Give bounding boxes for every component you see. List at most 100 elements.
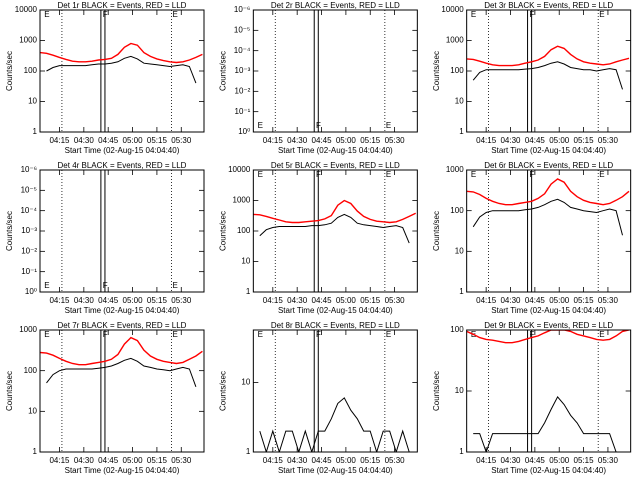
x-tick-label: 05:15 xyxy=(360,456,381,465)
x-tick-label: 05:30 xyxy=(598,456,619,465)
y-tick-label: 10⁰ xyxy=(25,287,37,296)
y-tick-label: 1000 xyxy=(233,196,251,205)
series-line xyxy=(472,61,623,90)
x-tick-label: 05:30 xyxy=(385,296,406,305)
event-marker: E xyxy=(471,170,476,179)
y-tick-label: 10000 xyxy=(15,5,38,14)
y-tick-label: 10 xyxy=(455,97,464,106)
x-tick-label: 04:15 xyxy=(49,296,70,305)
x-tick-label: 05:30 xyxy=(171,136,192,145)
y-tick-label: 10⁰ xyxy=(238,127,250,136)
plot-frame xyxy=(466,9,632,133)
x-tick-label: 05:30 xyxy=(598,136,619,145)
y-tick-label: 10⁻⁶ xyxy=(234,5,250,14)
y-tick-label: 10⁻¹ xyxy=(235,107,251,116)
x-tick-label: 05:00 xyxy=(336,136,357,145)
panel-title: Det 4r BLACK = Events, RED = LLD xyxy=(58,161,187,170)
series-line xyxy=(472,198,623,236)
panel-title: Det 6r BLACK = Events, RED = LLD xyxy=(484,161,613,170)
x-tick-label: 05:00 xyxy=(549,456,570,465)
panel: Det 4r BLACK = Events, RED = LLD Start Ti… xyxy=(5,161,205,315)
y-tick-label: 10⁻⁶ xyxy=(21,165,37,174)
event-marker: E xyxy=(599,330,604,339)
panel-title: Det 3r BLACK = Events, RED = LLD xyxy=(484,1,613,10)
y-tick-label: 100 xyxy=(450,325,464,334)
y-tick-label: 100 xyxy=(24,366,38,375)
event-marker: F xyxy=(529,10,534,19)
y-tick-label: 100 xyxy=(237,226,251,235)
event-marker: E xyxy=(173,330,178,339)
plot-frame xyxy=(39,329,205,453)
y-tick-label: 10 xyxy=(28,97,37,106)
y-tick-label: 1000 xyxy=(446,165,464,174)
x-tick-label: 04:15 xyxy=(263,296,284,305)
series-line xyxy=(46,55,197,84)
x-axis-label: Start Time (02-Aug-15 04:04:40) xyxy=(278,306,393,315)
event-marker: E xyxy=(386,170,391,179)
event-marker: E xyxy=(173,281,178,290)
plot-frame xyxy=(39,169,205,293)
series-line xyxy=(466,45,630,67)
x-tick-label: 05:00 xyxy=(336,296,357,305)
event-marker: E xyxy=(44,10,49,19)
panel: Det 7r BLACK = Events, RED = LLD Start Ti… xyxy=(5,321,205,475)
x-tick-label: 04:15 xyxy=(263,136,284,145)
x-axis-label: Start Time (02-Aug-15 04:04:40) xyxy=(491,146,606,155)
x-tick-label: 04:15 xyxy=(476,136,497,145)
x-axis-label: Start Time (02-Aug-15 04:04:40) xyxy=(65,306,180,315)
series-line xyxy=(40,42,203,64)
panel: Det 3r BLACK = Events, RED = LLD Start Ti… xyxy=(432,1,632,155)
plot-frame xyxy=(252,329,418,453)
x-tick-label: 05:15 xyxy=(360,296,381,305)
event-marker: F xyxy=(316,121,321,130)
x-tick-label: 04:15 xyxy=(263,456,284,465)
y-axis-label: Counts/sec xyxy=(432,51,441,91)
x-axis-label: Start Time (02-Aug-15 04:04:40) xyxy=(65,466,180,475)
x-tick-label: 04:30 xyxy=(287,456,308,465)
panel: Det 1r BLACK = Events, RED = LLD Start Ti… xyxy=(5,1,205,155)
y-axis-label: Counts/sec xyxy=(5,211,14,251)
y-tick-label: 10⁻³ xyxy=(21,226,37,235)
series-line xyxy=(46,357,197,387)
event-marker: E xyxy=(258,121,263,130)
series-line xyxy=(473,396,623,452)
y-tick-label: 10⁻⁵ xyxy=(234,25,250,34)
y-axis-label: Counts/sec xyxy=(218,371,227,411)
plot-frame xyxy=(466,169,632,293)
x-tick-label: 04:30 xyxy=(287,296,308,305)
y-tick-label: 10 xyxy=(455,386,464,395)
plot-frame xyxy=(252,9,418,133)
y-tick-label: 100 xyxy=(450,206,464,215)
panel-title: Det 2r BLACK = Events, RED = LLD xyxy=(271,1,400,10)
y-tick-label: 1000 xyxy=(19,36,37,45)
x-tick-label: 04:30 xyxy=(74,136,95,145)
x-tick-label: 05:30 xyxy=(171,456,192,465)
x-tick-label: 04:15 xyxy=(49,136,70,145)
event-marker: E xyxy=(471,10,476,19)
x-tick-label: 04:45 xyxy=(98,296,119,305)
event-marker: E xyxy=(386,121,391,130)
y-tick-label: 100 xyxy=(24,66,38,75)
y-tick-label: 10⁻⁴ xyxy=(234,46,251,55)
x-tick-label: 05:30 xyxy=(598,296,619,305)
x-tick-label: 04:15 xyxy=(49,456,70,465)
panel-title: Det 9r BLACK = Events, RED = LLD xyxy=(484,321,613,330)
x-axis-label: Start Time (02-Aug-15 04:04:40) xyxy=(278,466,393,475)
x-tick-label: 05:15 xyxy=(574,296,595,305)
event-marker: F xyxy=(103,10,108,19)
x-tick-label: 04:45 xyxy=(312,456,333,465)
x-tick-label: 04:45 xyxy=(98,136,119,145)
event-marker: F xyxy=(103,281,108,290)
y-tick-label: 10⁻³ xyxy=(235,66,251,75)
event-marker: F xyxy=(529,170,534,179)
series-line xyxy=(259,213,410,244)
x-tick-label: 04:30 xyxy=(500,456,521,465)
x-tick-label: 05:00 xyxy=(549,136,570,145)
panel-title: Det 8r BLACK = Events, RED = LLD xyxy=(271,321,400,330)
event-marker: E xyxy=(599,10,604,19)
y-axis-label: Counts/sec xyxy=(5,51,14,91)
y-tick-label: 10 xyxy=(28,406,37,415)
y-tick-label: 10000 xyxy=(228,165,251,174)
y-tick-label: 1 xyxy=(33,447,38,456)
x-tick-label: 04:15 xyxy=(476,456,497,465)
